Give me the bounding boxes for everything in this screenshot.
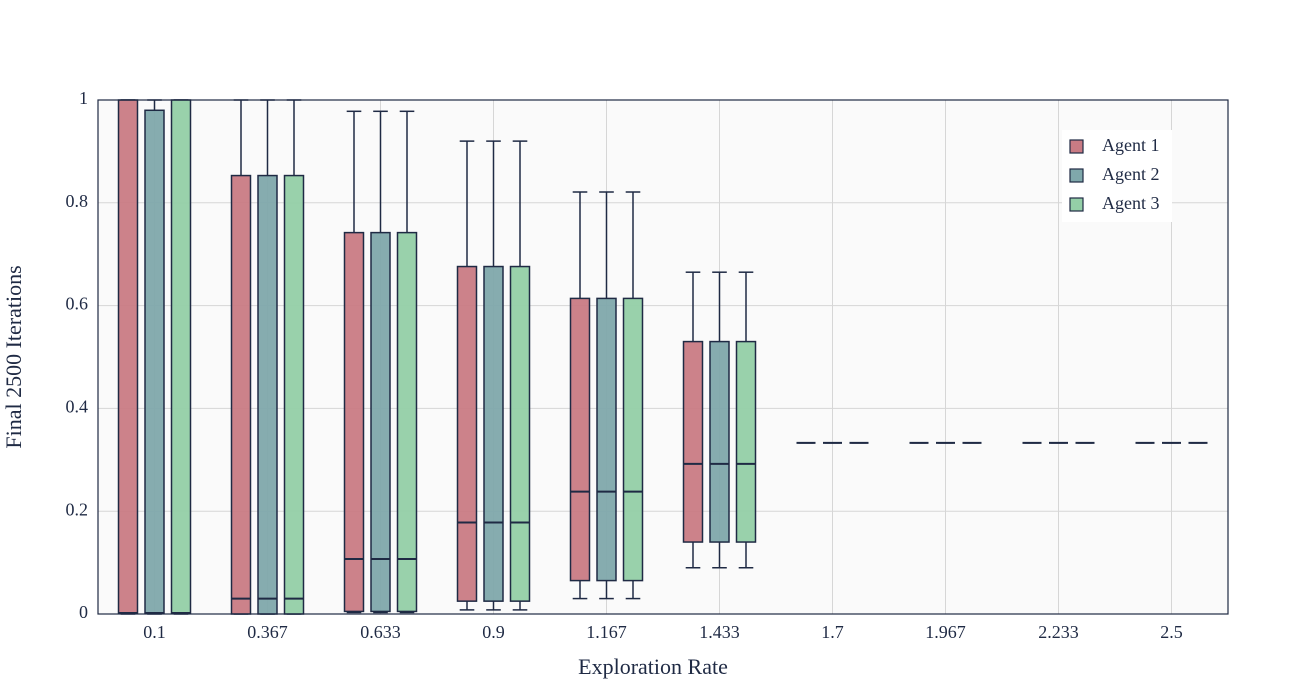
x-tick-label: 1.167 [586, 622, 627, 642]
box-group [230, 99, 252, 615]
box [117, 99, 139, 614]
box-group [709, 271, 730, 569]
x-tick-label: 0.1 [143, 622, 166, 642]
box [396, 231, 418, 613]
y-tick-label: 0.6 [66, 294, 89, 314]
x-axis-label: Exploration Rate [578, 654, 728, 679]
box-group [170, 99, 192, 615]
legend-swatch [1069, 168, 1084, 183]
box [370, 231, 391, 613]
box [257, 174, 278, 615]
box-group [370, 110, 391, 614]
box-group [283, 99, 305, 615]
y-tick-label: 0.2 [66, 499, 89, 519]
y-tick-label: 0 [79, 602, 88, 622]
x-tick-label: 2.233 [1038, 622, 1079, 642]
box [170, 99, 192, 614]
box-group [569, 191, 591, 600]
box-group [456, 140, 478, 611]
box [230, 174, 252, 615]
x-tick-label: 1.433 [699, 622, 740, 642]
box-group [343, 110, 365, 614]
box-group [396, 110, 418, 614]
box-group [682, 271, 704, 569]
box-group [509, 140, 531, 611]
x-tick-label: 1.967 [925, 622, 966, 642]
box-group [117, 99, 139, 615]
box-group [735, 271, 757, 569]
box-group [596, 191, 617, 600]
box [709, 340, 730, 543]
legend-label: Agent 3 [1102, 193, 1160, 213]
legend-swatch [1069, 197, 1084, 212]
box [509, 265, 531, 602]
plot-border [97, 99, 1229, 615]
y-tick-label: 0.8 [66, 191, 89, 211]
box [622, 297, 644, 582]
legend-label: Agent 2 [1102, 164, 1160, 184]
box-group [257, 99, 278, 615]
box-group [483, 140, 504, 611]
box [735, 340, 757, 543]
box [283, 174, 305, 615]
legend-label: Agent 1 [1102, 135, 1160, 155]
x-tick-label: 0.9 [482, 622, 505, 642]
box [682, 340, 704, 543]
box [144, 109, 165, 614]
box-group [622, 191, 644, 600]
box [343, 231, 365, 613]
y-tick-label: 0.4 [66, 397, 89, 417]
box [569, 297, 591, 582]
box-group [144, 99, 165, 615]
x-tick-label: 1.7 [821, 622, 844, 642]
legend-swatch [1069, 139, 1084, 154]
box [456, 265, 478, 602]
x-tick-label: 0.633 [360, 622, 401, 642]
box [483, 265, 504, 602]
y-axis-label: Final 2500 Iterations [1, 265, 26, 448]
y-tick-label: 1 [79, 88, 88, 108]
x-tick-label: 0.367 [247, 622, 288, 642]
box [596, 297, 617, 582]
x-tick-label: 2.5 [1160, 622, 1183, 642]
